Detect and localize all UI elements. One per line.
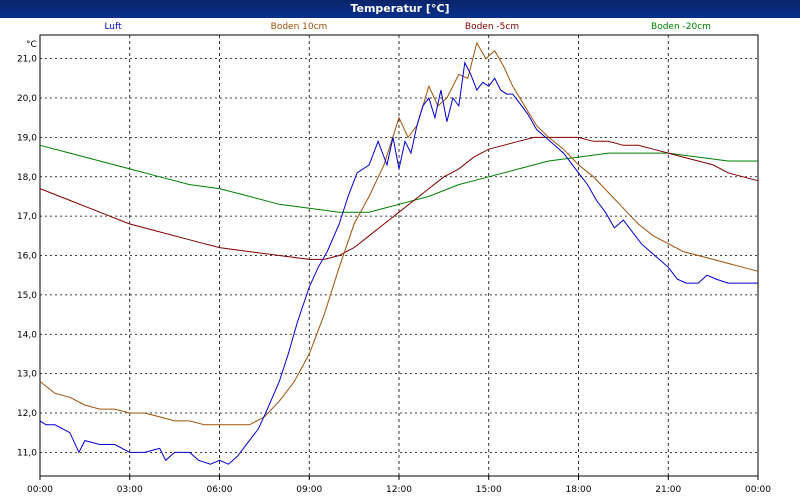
y-tick-label: 18,0 (17, 173, 37, 183)
y-tick-label: 20,0 (17, 94, 37, 104)
legend-entry: Luft (104, 22, 122, 32)
legend-entry: Boden -20cm (651, 22, 711, 32)
y-tick-label: 21,0 (17, 55, 37, 65)
legend-entry: Boden -5cm (465, 22, 519, 32)
x-tick-time: 00:00 (27, 485, 53, 495)
x-tick-time: 18:00 (566, 485, 592, 495)
y-tick-label: 13,0 (17, 370, 37, 380)
tick-labels: 11,0 12,0 13,0 14,0 15,0 16,0 17,0 18,0 19,0 20,0… (17, 55, 771, 495)
x-tick-time: 06:00 (207, 485, 233, 495)
series-line-boden-20cm (39, 144, 758, 213)
series-line-boden-5cm (39, 136, 759, 260)
x-tick-time: 09:00 (296, 485, 322, 495)
y-tick-label: 12,0 (17, 409, 37, 419)
x-tick-time: 15:00 (476, 485, 502, 495)
x-tick-time: 03:00 (117, 485, 143, 495)
legend-entry: Boden 10cm (271, 22, 328, 32)
x-tick-time: 12:00 (386, 485, 412, 495)
series-line-luft (39, 60, 758, 465)
legend: Luft Boden 10cm Boden -5cm Boden -20cm (104, 22, 711, 32)
series-layer (39, 41, 759, 465)
y-unit-label: °C (26, 40, 37, 50)
x-tick-time: 00:00 (745, 485, 771, 495)
grid (39, 35, 759, 480)
y-tick-label: 17,0 (17, 212, 37, 222)
y-tick-label: 11,0 (17, 448, 37, 458)
y-tick-label: 19,0 (17, 133, 37, 143)
y-tick-label: 14,0 (17, 330, 37, 340)
window-title: Temperatur [°C] (0, 0, 800, 18)
x-tick-time: 21:00 (655, 485, 681, 495)
temperature-chart: 11,0 12,0 13,0 14,0 15,0 16,0 17,0 18,0 19,0 20,0… (17, 22, 771, 495)
y-tick-label: 16,0 (17, 252, 37, 262)
y-tick-label: 15,0 (17, 291, 37, 301)
